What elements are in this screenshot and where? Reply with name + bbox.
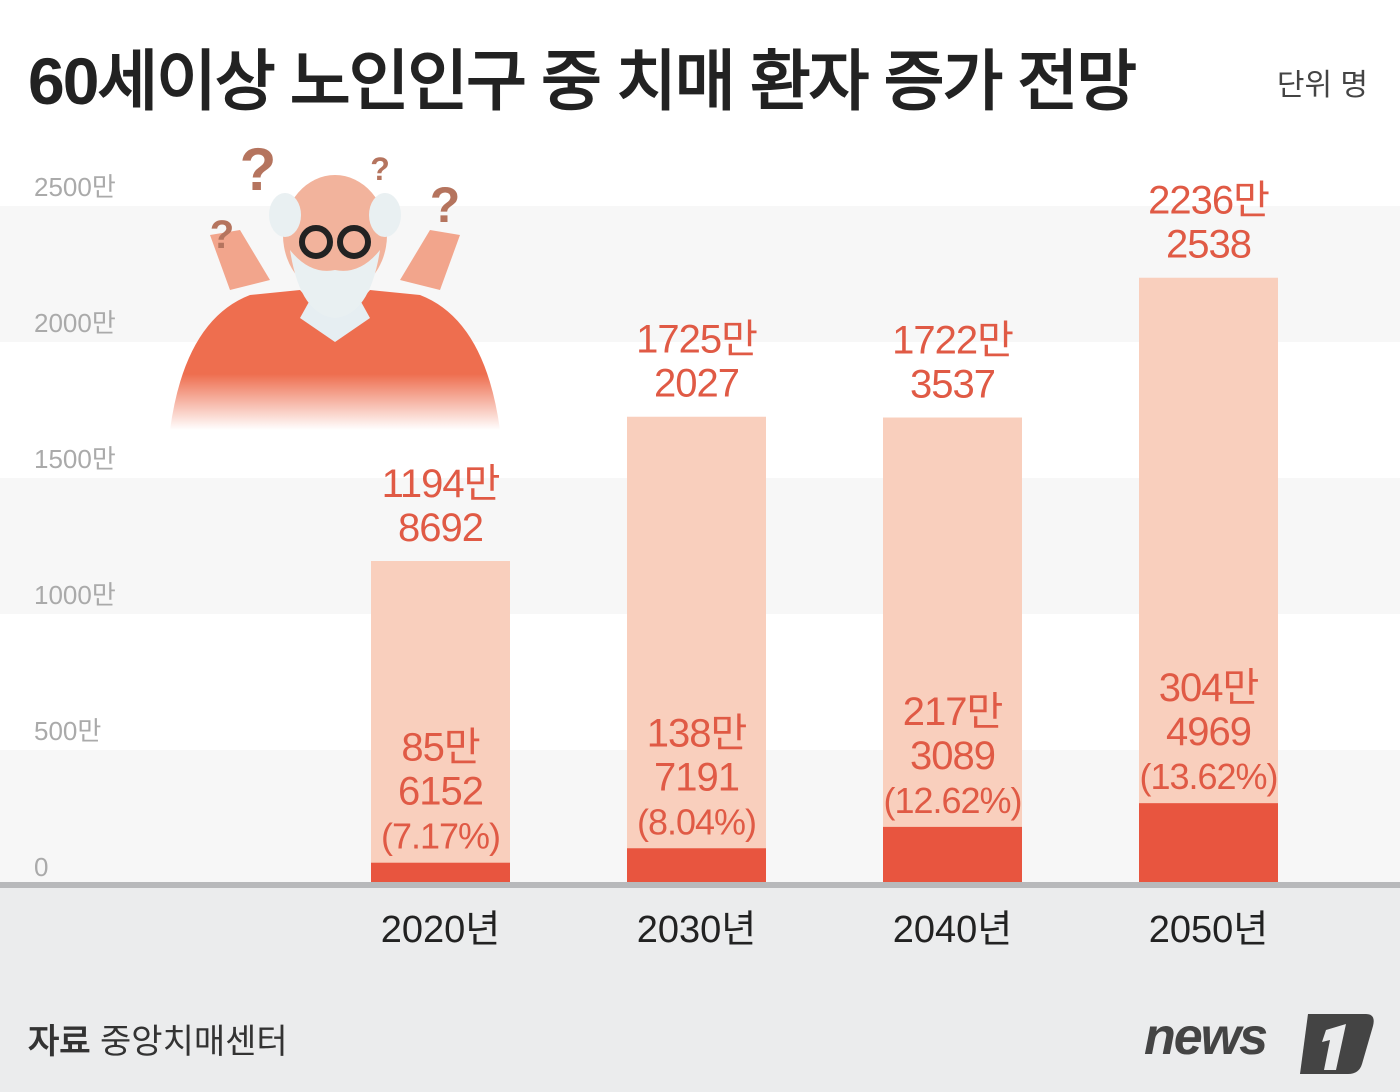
bar-dementia-2020년 [371,862,510,886]
total-data-label: 2538 [1166,223,1251,267]
total-data-label: 1722만 [892,319,1013,363]
y-tick-label: 2000만 [34,308,116,338]
source: 자료 중앙치매센터 [28,1014,288,1063]
dementia-data-label: 6152 [398,770,483,814]
total-data-label: 1194만 [382,462,500,506]
y-tick-label: 500만 [34,716,101,746]
y-tick-label: 1000만 [34,580,116,610]
head [283,175,387,295]
dementia-data-label: (7.17%) [381,816,500,857]
glasses-right [337,225,371,259]
x-tick-label: 2050년 [1149,909,1269,951]
dementia-data-label: 304만 [1159,666,1259,710]
source-value: 중앙치매센터 [100,1023,288,1061]
total-data-label: 8692 [398,506,483,550]
total-data-label: 2236만 [1148,179,1269,223]
dementia-data-label: 85만 [401,726,479,770]
question-mark-icon: ? [430,177,461,233]
bar-dementia-2030년 [627,848,766,886]
news1-logo: news [1144,1008,1374,1074]
arm [210,230,460,290]
dementia-data-label: (12.62%) [883,780,1021,821]
page-title: 60세이상 노인인구 중 치매 환자 증가 전망 [28,44,1137,118]
hair [369,193,401,237]
question-mark-icon: ? [210,213,234,257]
question-mark-icon: ? [240,136,277,203]
bar-dementia-2040년 [883,826,1022,886]
unit-label: 단위 명 [1276,69,1368,102]
dementia-data-label: 4969 [1166,710,1251,754]
total-data-label: 3537 [910,363,995,407]
bar-dementia-2050년 [1139,803,1278,886]
question-mark-icon: ? [370,151,390,187]
y-tick-label: 2500만 [34,172,116,202]
x-axis-line [0,882,1400,888]
dementia-data-label: 3089 [910,734,995,778]
dementia-data-label: 7191 [654,755,739,799]
hair [269,193,301,237]
dementia-data-label: (13.62%) [1139,756,1277,797]
dementia-data-label: (8.04%) [637,801,756,842]
bar-total-2040년 [883,417,1022,886]
y-tick-label: 0 [34,852,48,882]
beard [290,250,380,318]
bar-total-2050년 [1139,277,1278,886]
total-data-label: 2027 [654,362,739,406]
x-tick-label: 2020년 [381,909,501,951]
glasses-left [299,225,333,259]
x-tick-label: 2040년 [893,909,1013,951]
source-label: 자료 [28,1023,91,1061]
bar-total-2020년 [371,560,510,886]
x-tick-label: 2030년 [637,909,757,951]
total-data-label: 1725만 [636,318,757,362]
bar-total-2030년 [627,416,766,886]
svg-text:news: news [1144,1008,1267,1066]
y-tick-label: 1500만 [34,444,116,474]
dementia-data-label: 217만 [903,690,1003,734]
sweater [170,290,500,430]
footer-background [0,886,1400,1092]
elderly-man-illustration: ???? [170,136,500,430]
dementia-data-label: 138만 [647,711,747,755]
